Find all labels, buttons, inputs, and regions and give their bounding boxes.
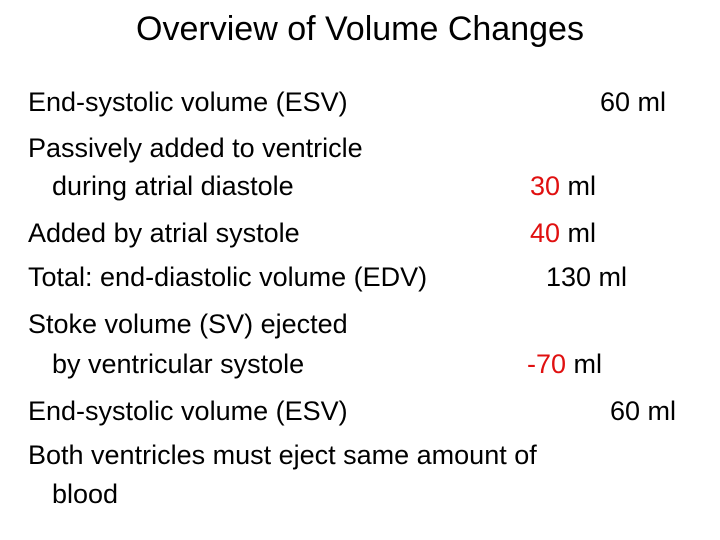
atrial-systole-value: 40 ml xyxy=(530,217,596,249)
passive-fill-value: 30 ml xyxy=(530,170,596,202)
stroke-volume-number: -70 xyxy=(527,349,567,379)
stroke-volume-value: -70 ml xyxy=(527,348,602,380)
stroke-volume-unit: ml xyxy=(566,349,603,379)
slide-title: Overview of Volume Changes xyxy=(136,10,584,48)
atrial-systole-number: 40 xyxy=(530,218,561,248)
esv-label: End-systolic volume (ESV) xyxy=(28,87,348,117)
passive-fill-label-cont: during atrial diastole xyxy=(52,171,294,201)
passive-fill-unit: ml xyxy=(560,171,597,201)
atrial-systole-unit: ml xyxy=(560,218,597,248)
atrial-systole-label: Added by atrial systole xyxy=(28,218,300,248)
stroke-volume-label: Stoke volume (SV) ejected xyxy=(28,309,348,339)
esv-final-label: End-systolic volume (ESV) xyxy=(28,396,348,426)
edv-label: Total: end-diastolic volume (EDV) xyxy=(28,262,428,292)
stroke-volume-label-cont: by ventricular systole xyxy=(52,349,305,379)
esv-value: 60 ml xyxy=(600,87,667,117)
note-line-2: blood xyxy=(52,479,119,509)
esv-final-value: 60 ml xyxy=(610,396,677,426)
edv-value: 130 ml xyxy=(546,262,628,292)
passive-fill-label: Passively added to ventricle xyxy=(28,133,363,163)
passive-fill-number: 30 xyxy=(530,171,561,201)
note-line-1: Both ventricles must eject same amount o… xyxy=(28,440,537,470)
